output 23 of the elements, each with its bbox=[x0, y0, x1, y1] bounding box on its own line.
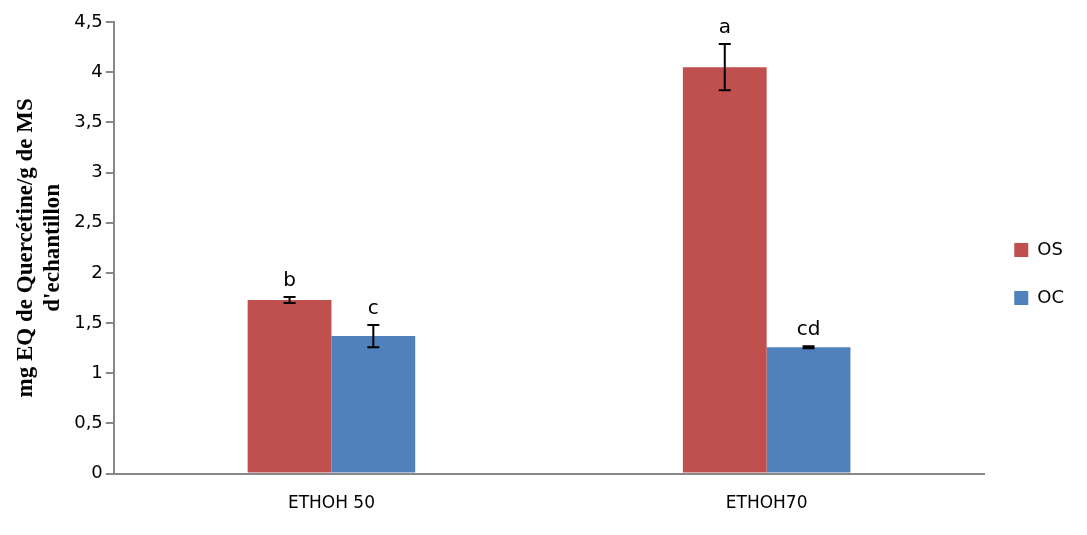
y-tick-label: 1,5 bbox=[74, 310, 103, 332]
x-tick-label: ETHOH 50 bbox=[287, 492, 375, 513]
y-axis-title: mg EQ de Quercétine/g de MS d'echantillon bbox=[11, 98, 65, 398]
y-tick-label: 0 bbox=[91, 461, 103, 483]
bar bbox=[331, 336, 416, 473]
bar bbox=[682, 67, 767, 473]
bar bbox=[247, 299, 332, 473]
y-tick-label: 4,5 bbox=[74, 9, 103, 31]
bar bbox=[766, 347, 851, 473]
annotation: a bbox=[718, 14, 731, 39]
legend-label: OC bbox=[1037, 285, 1065, 307]
y-tick-label: 3 bbox=[91, 160, 103, 182]
annotation: c bbox=[367, 295, 379, 320]
y-tick-label: 0,5 bbox=[74, 411, 103, 433]
annotation: cd bbox=[796, 316, 821, 341]
annotation: b bbox=[283, 267, 296, 292]
y-tick-label: 3,5 bbox=[74, 110, 103, 132]
y-tick-label: 1 bbox=[91, 360, 103, 382]
y-tick-label: 4 bbox=[91, 59, 103, 81]
y-tick-label: 2,5 bbox=[74, 210, 103, 232]
legend-label: OS bbox=[1037, 237, 1063, 259]
x-tick-label: ETHOH70 bbox=[725, 492, 808, 513]
y-tick-label: 2 bbox=[91, 260, 103, 282]
